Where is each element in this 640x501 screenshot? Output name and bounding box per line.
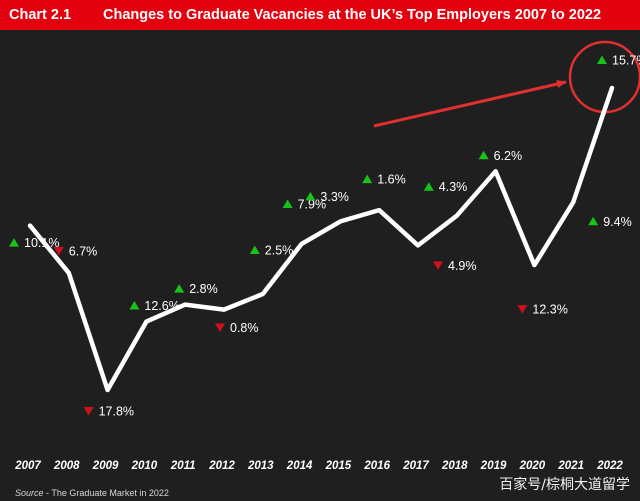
x-tick-label: 2018	[441, 460, 468, 472]
x-tick-label: 2010	[131, 460, 158, 472]
x-tick-label: 2015	[325, 460, 352, 472]
change-label-2017: 4.9%	[433, 259, 477, 273]
up-triangle-icon	[478, 150, 489, 160]
change-labels: 10.1% 6.7% 17.8% 12.6% 2.8% 0.8% 2.5% 7.9%3.3% 1…	[9, 54, 640, 419]
x-tick-label: 2021	[557, 460, 584, 472]
change-value: 2.5%	[265, 244, 294, 258]
x-tick-label: 2008	[53, 460, 80, 472]
x-axis-tick-labels: 2007 2008 2009 2010 2011 2012 2013 2014 2015 2016…	[14, 460, 623, 472]
down-triangle-icon	[517, 305, 528, 314]
change-value: 6.7%	[69, 244, 98, 258]
highlight-arrow	[373, 80, 567, 128]
change-value: 1.6%	[377, 173, 406, 187]
down-triangle-icon	[53, 246, 64, 256]
x-tick-label: 2007	[14, 460, 41, 472]
change-value: 9.4%	[603, 215, 632, 229]
change-value: 4.9%	[448, 259, 477, 273]
down-triangle-icon	[433, 261, 443, 270]
up-triangle-icon	[129, 301, 140, 310]
x-tick-label: 2014	[286, 460, 313, 472]
up-triangle-icon	[597, 55, 607, 64]
change-label-2018: 4.3%	[423, 180, 468, 194]
x-tick-label: 2011	[170, 460, 196, 472]
watermark: 百家号/棕桐大道留学	[499, 477, 630, 493]
chart-title: Changes to Graduate Vacancies at the UK’…	[103, 7, 602, 23]
change-label-2013: 2.5%	[249, 244, 294, 258]
down-triangle-icon	[83, 407, 94, 416]
change-value: 7.9%	[298, 197, 327, 211]
change-label-2019: 6.2%	[478, 149, 522, 163]
series-line	[27, 85, 615, 393]
change-value: 12.3%	[532, 303, 567, 317]
change-label-2015: 3.3%	[305, 190, 349, 204]
change-label-2012: 0.8%	[215, 321, 259, 335]
change-label-2014: 7.9%	[282, 197, 327, 211]
change-value: 6.2%	[494, 149, 522, 163]
source-label: Source	[15, 488, 44, 498]
change-label-2020: 12.3%	[517, 303, 568, 317]
up-triangle-icon	[9, 238, 19, 247]
change-value: 10.1%	[24, 236, 59, 250]
up-triangle-icon	[362, 174, 373, 184]
x-tick-label: 2012	[208, 460, 235, 472]
up-triangle-icon	[249, 245, 260, 255]
up-triangle-icon	[174, 284, 185, 293]
source-text: - The Graduate Market in 2022	[43, 488, 169, 498]
x-tick-label: 2013	[247, 460, 274, 472]
up-triangle-icon	[305, 191, 316, 201]
change-label-2007: 10.1%	[9, 236, 59, 250]
change-label-2010: 12.6%	[129, 299, 180, 313]
line-chart: 10.1% 6.7% 17.8% 12.6% 2.8% 0.8% 2.5% 7.9%3.3% 1…	[9, 40, 640, 472]
change-value: 17.8%	[99, 405, 134, 419]
change-label-2008: 6.7%	[53, 244, 98, 258]
change-value: 12.6%	[144, 299, 179, 313]
change-value: 4.3%	[439, 180, 468, 194]
change-value: 15.7%	[612, 54, 640, 68]
x-tick-label: 2020	[519, 460, 546, 472]
change-label-2009: 17.8%	[83, 405, 134, 419]
change-value: 2.8%	[189, 282, 218, 296]
change-label-2011: 2.8%	[174, 282, 218, 296]
change-value: 3.3%	[320, 190, 349, 204]
x-tick-label: 2016	[363, 460, 390, 472]
change-value: 0.8%	[230, 321, 259, 335]
highlight-circle	[568, 40, 640, 114]
x-tick-label: 2019	[480, 460, 507, 472]
down-triangle-icon	[215, 323, 225, 333]
annotations	[373, 40, 640, 128]
chart-header: Chart 2.1 Changes to Graduate Vacancies …	[0, 0, 640, 30]
change-label-2022: 15.7%	[597, 54, 640, 68]
change-label-2021: 9.4%	[588, 215, 632, 229]
up-triangle-icon	[423, 182, 434, 191]
up-triangle-icon	[282, 199, 293, 208]
chart-number: Chart 2.1	[9, 7, 72, 23]
x-tick-label: 2009	[92, 460, 119, 472]
x-tick-label: 2017	[402, 460, 429, 472]
x-tick-label: 2022	[596, 460, 623, 472]
up-triangle-icon	[588, 216, 599, 226]
source-note: Source - The Graduate Market in 2022	[15, 488, 169, 498]
change-label-2016: 1.6%	[362, 173, 406, 187]
